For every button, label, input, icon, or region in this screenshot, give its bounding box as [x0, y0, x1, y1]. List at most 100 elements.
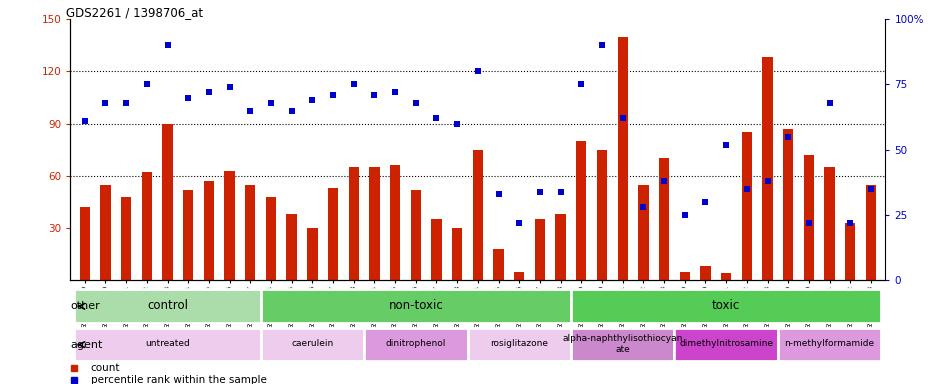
- Point: [429, 115, 444, 121]
- Point: [304, 97, 319, 103]
- Bar: [617, 36, 627, 280]
- Bar: [260, 328, 364, 361]
- Bar: [782, 129, 793, 280]
- Point: [739, 186, 753, 192]
- Point: [573, 81, 588, 88]
- Point: [800, 220, 815, 226]
- Bar: [534, 219, 545, 280]
- Text: dinitrophenol: dinitrophenol: [386, 339, 446, 348]
- Bar: [451, 228, 461, 280]
- Point: [181, 94, 196, 101]
- Text: percentile rank within the sample: percentile rank within the sample: [91, 375, 266, 384]
- Bar: [431, 219, 441, 280]
- Text: n-methylformamide: n-methylformamide: [783, 339, 873, 348]
- Bar: [674, 328, 777, 361]
- Text: alpha-naphthylisothiocyan
ate: alpha-naphthylisothiocyan ate: [562, 334, 682, 354]
- Point: [325, 92, 340, 98]
- Bar: [570, 290, 881, 323]
- Bar: [803, 155, 813, 280]
- Bar: [467, 328, 570, 361]
- Point: [490, 191, 505, 197]
- Bar: [555, 214, 565, 280]
- Point: [841, 220, 856, 226]
- Text: toxic: toxic: [711, 299, 739, 312]
- Bar: [245, 185, 256, 280]
- Bar: [266, 197, 276, 280]
- Bar: [658, 159, 668, 280]
- Bar: [762, 58, 772, 280]
- Bar: [865, 185, 875, 280]
- Bar: [162, 124, 172, 280]
- Bar: [328, 188, 338, 280]
- Point: [470, 68, 485, 74]
- Bar: [225, 170, 235, 280]
- Bar: [720, 273, 730, 280]
- Bar: [699, 266, 709, 280]
- Point: [242, 108, 257, 114]
- Text: rosiglitazone: rosiglitazone: [490, 339, 548, 348]
- Point: [346, 81, 361, 88]
- Text: dimethylnitrosamine: dimethylnitrosamine: [679, 339, 772, 348]
- Point: [615, 115, 630, 121]
- Point: [863, 186, 878, 192]
- Point: [449, 121, 464, 127]
- Point: [656, 178, 671, 184]
- Bar: [679, 271, 689, 280]
- Point: [119, 100, 134, 106]
- Bar: [596, 150, 607, 280]
- Bar: [514, 271, 524, 280]
- Bar: [121, 197, 131, 280]
- Point: [552, 189, 567, 195]
- Bar: [348, 167, 358, 280]
- Point: [77, 118, 92, 124]
- Point: [367, 92, 382, 98]
- Bar: [369, 167, 379, 280]
- Bar: [576, 141, 586, 280]
- Text: non-toxic: non-toxic: [388, 299, 443, 312]
- Bar: [307, 228, 317, 280]
- Point: [759, 178, 774, 184]
- Point: [201, 89, 216, 95]
- Bar: [570, 328, 674, 361]
- Bar: [74, 290, 260, 323]
- Point: [780, 134, 795, 140]
- Point: [98, 100, 113, 106]
- Point: [408, 100, 423, 106]
- Bar: [472, 150, 483, 280]
- Point: [139, 81, 154, 88]
- Bar: [777, 328, 881, 361]
- Bar: [741, 132, 752, 280]
- Point: [532, 189, 547, 195]
- Point: [388, 89, 402, 95]
- Bar: [74, 328, 260, 361]
- Bar: [183, 190, 193, 280]
- Text: GDS2261 / 1398706_at: GDS2261 / 1398706_at: [66, 6, 203, 19]
- Point: [263, 100, 278, 106]
- Text: count: count: [91, 363, 120, 373]
- Bar: [824, 167, 834, 280]
- Point: [160, 42, 175, 48]
- Bar: [260, 290, 570, 323]
- Text: caerulein: caerulein: [291, 339, 333, 348]
- Point: [222, 84, 237, 90]
- Point: [697, 199, 712, 205]
- Bar: [364, 328, 467, 361]
- Bar: [141, 172, 152, 280]
- Point: [636, 204, 651, 210]
- Bar: [410, 190, 420, 280]
- Point: [593, 42, 608, 48]
- Bar: [637, 185, 648, 280]
- Bar: [100, 185, 110, 280]
- Text: other: other: [70, 301, 100, 311]
- Point: [677, 212, 692, 218]
- Point: [284, 108, 299, 114]
- Bar: [389, 166, 400, 280]
- Bar: [493, 249, 504, 280]
- Point: [511, 220, 526, 226]
- Text: agent: agent: [70, 339, 103, 350]
- Bar: [844, 223, 855, 280]
- Bar: [203, 181, 213, 280]
- Text: untreated: untreated: [145, 339, 190, 348]
- Bar: [80, 207, 90, 280]
- Point: [718, 141, 733, 147]
